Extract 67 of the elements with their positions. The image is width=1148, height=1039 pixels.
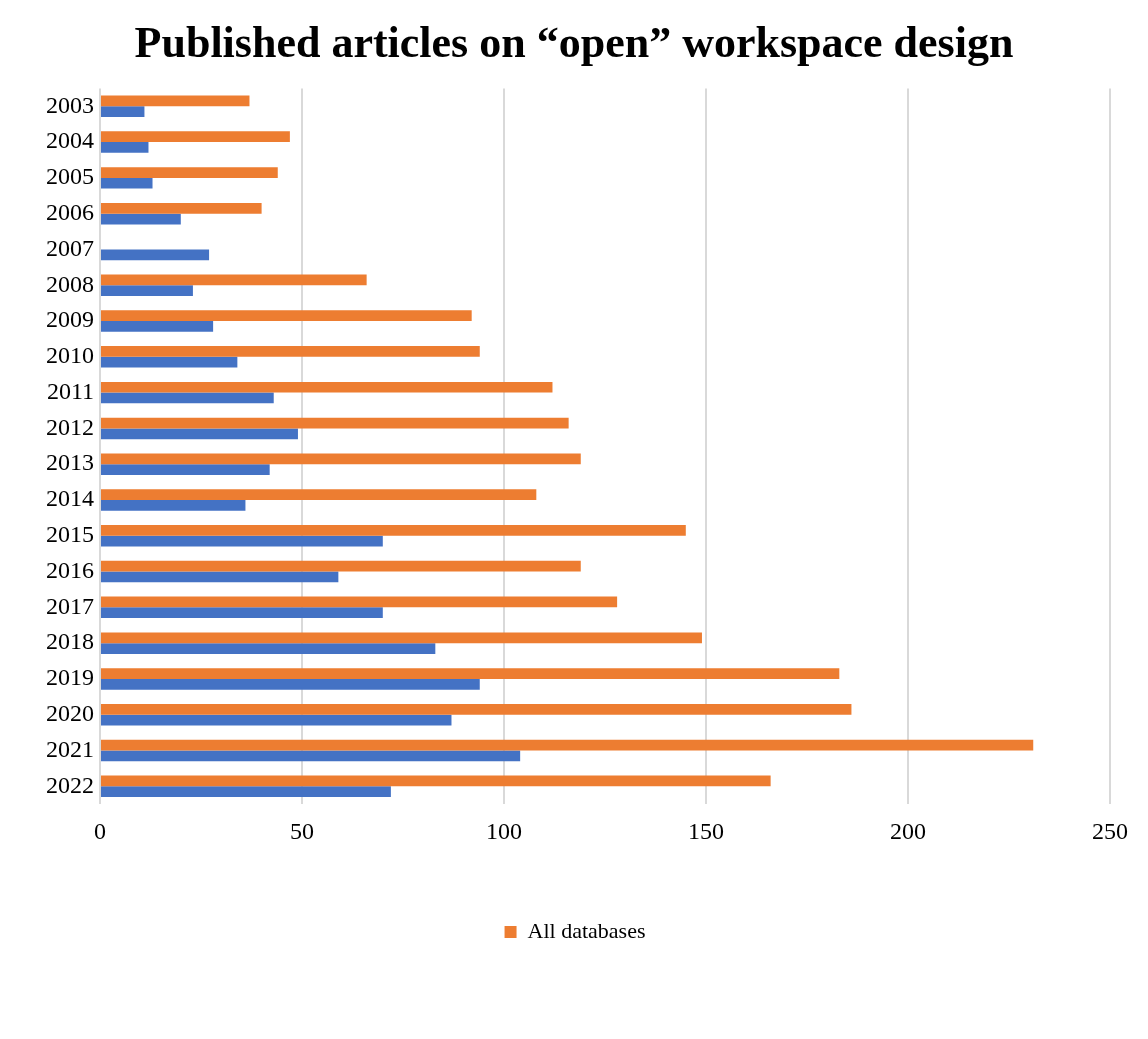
bar	[101, 274, 367, 286]
y-tick-label: 2007	[46, 234, 94, 261]
bar	[101, 310, 472, 322]
bar	[101, 775, 771, 787]
y-tick-label: 2017	[46, 592, 94, 619]
y-tick-label: 2005	[46, 163, 94, 190]
bar	[101, 249, 210, 261]
bar	[101, 464, 270, 475]
bar	[101, 560, 581, 572]
bar	[101, 786, 391, 798]
bar	[101, 356, 238, 368]
y-tick-label: 2014	[46, 485, 94, 512]
y-tick-label: 2013	[46, 449, 94, 476]
bar	[101, 668, 840, 679]
bar	[101, 202, 262, 214]
bar	[101, 607, 383, 619]
y-tick-label: 2009	[46, 306, 94, 333]
bar	[101, 392, 274, 404]
y-tick-label: 2011	[46, 377, 94, 404]
bar	[101, 213, 181, 225]
x-tick-label: 200	[890, 817, 926, 844]
bar	[101, 499, 246, 511]
bar	[101, 714, 452, 726]
bar	[101, 453, 581, 465]
bar	[101, 750, 521, 762]
bar	[101, 739, 1034, 751]
y-tick-label: 2018	[46, 628, 94, 655]
y-tick-label: 2022	[46, 771, 94, 798]
bar	[101, 346, 480, 357]
bar	[101, 643, 436, 654]
bar	[101, 142, 149, 153]
x-tick-label: 100	[486, 817, 522, 844]
bar	[101, 381, 553, 393]
y-tick-label: 2008	[46, 270, 94, 297]
bar	[101, 525, 686, 536]
legend-label: All databases	[527, 917, 646, 943]
y-tick-label: 2019	[46, 664, 94, 691]
bar	[101, 417, 569, 429]
y-tick-label: 2012	[46, 413, 94, 440]
bar	[101, 285, 193, 296]
y-tick-label: 2015	[46, 521, 94, 548]
x-tick-label: 250	[1092, 817, 1128, 844]
bar	[101, 167, 278, 178]
y-tick-label: 2016	[46, 556, 94, 583]
bar	[101, 632, 702, 644]
chart-title: Published articles on “open” workspace design	[133, 18, 1015, 68]
bar	[101, 703, 852, 715]
bar	[101, 678, 480, 690]
bar	[101, 106, 145, 118]
x-tick-label: 0	[94, 817, 106, 844]
y-tick-label: 2021	[46, 735, 94, 762]
x-tick-label: 150	[688, 817, 724, 844]
x-tick-label: 50	[290, 817, 314, 844]
bar	[101, 571, 339, 583]
y-tick-label: 2004	[46, 127, 94, 154]
y-tick-label: 2010	[46, 342, 94, 369]
bar	[101, 489, 537, 500]
y-tick-label: 2006	[46, 198, 94, 225]
bar	[101, 428, 298, 440]
bar	[101, 535, 383, 547]
bar	[101, 95, 250, 107]
y-tick-label: 2020	[46, 700, 94, 727]
bar	[101, 596, 618, 608]
bar	[101, 131, 290, 143]
y-tick-label: 2003	[46, 91, 94, 118]
bar	[101, 177, 153, 189]
bar	[101, 321, 214, 332]
